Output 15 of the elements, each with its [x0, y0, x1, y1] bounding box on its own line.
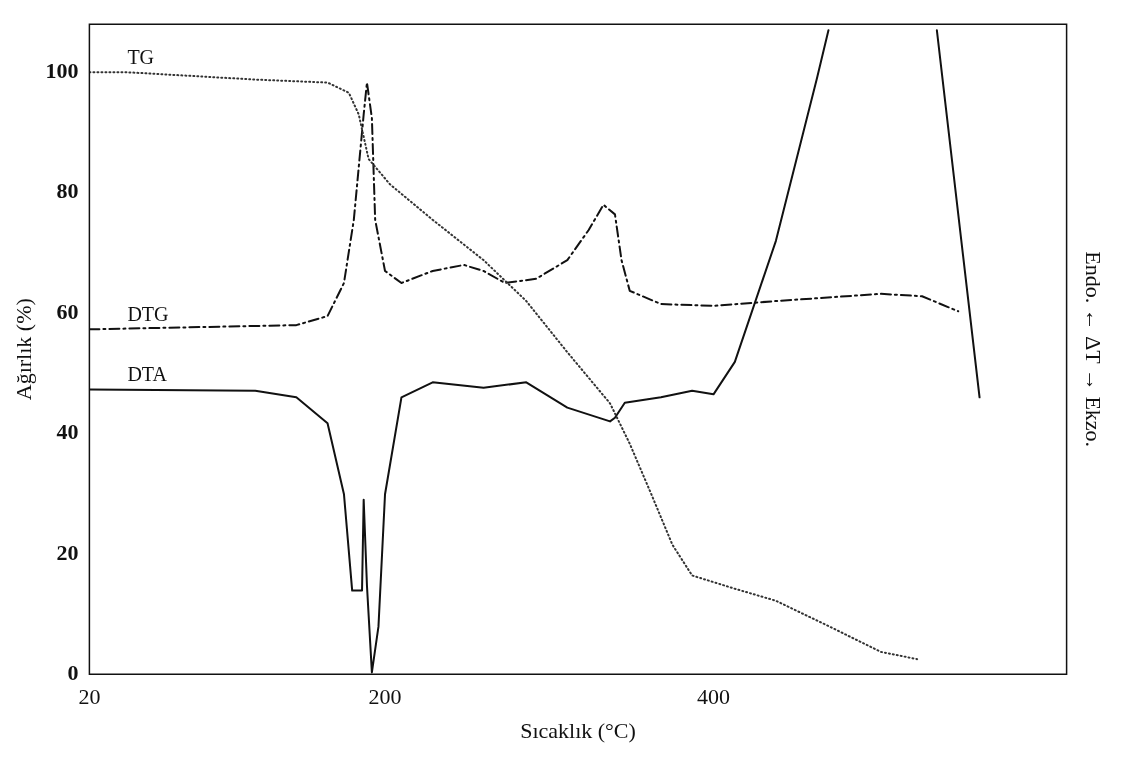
y-axis-title: Ağırlık (%) — [10, 298, 36, 401]
series-label: TG — [127, 45, 155, 68]
y-tick-label: 0 — [67, 659, 79, 685]
y-tick-label: 20 — [56, 539, 79, 565]
series-label: DTA — [127, 362, 168, 385]
y2-axis-title: Endo. ← ΔT → Ekzo. — [1081, 251, 1107, 448]
y-tick-label: 40 — [56, 419, 79, 445]
series-label: DTG — [127, 302, 169, 325]
y-tick-label: 100 — [45, 58, 79, 84]
x-tick-label: 200 — [368, 684, 402, 710]
y-tick-label: 60 — [56, 298, 79, 324]
y-tick-label: 80 — [56, 178, 79, 204]
x-tick-label: 20 — [78, 684, 101, 710]
x-axis-title: Sıcaklık (°C) — [520, 717, 636, 743]
x-tick-label: 400 — [696, 684, 730, 710]
